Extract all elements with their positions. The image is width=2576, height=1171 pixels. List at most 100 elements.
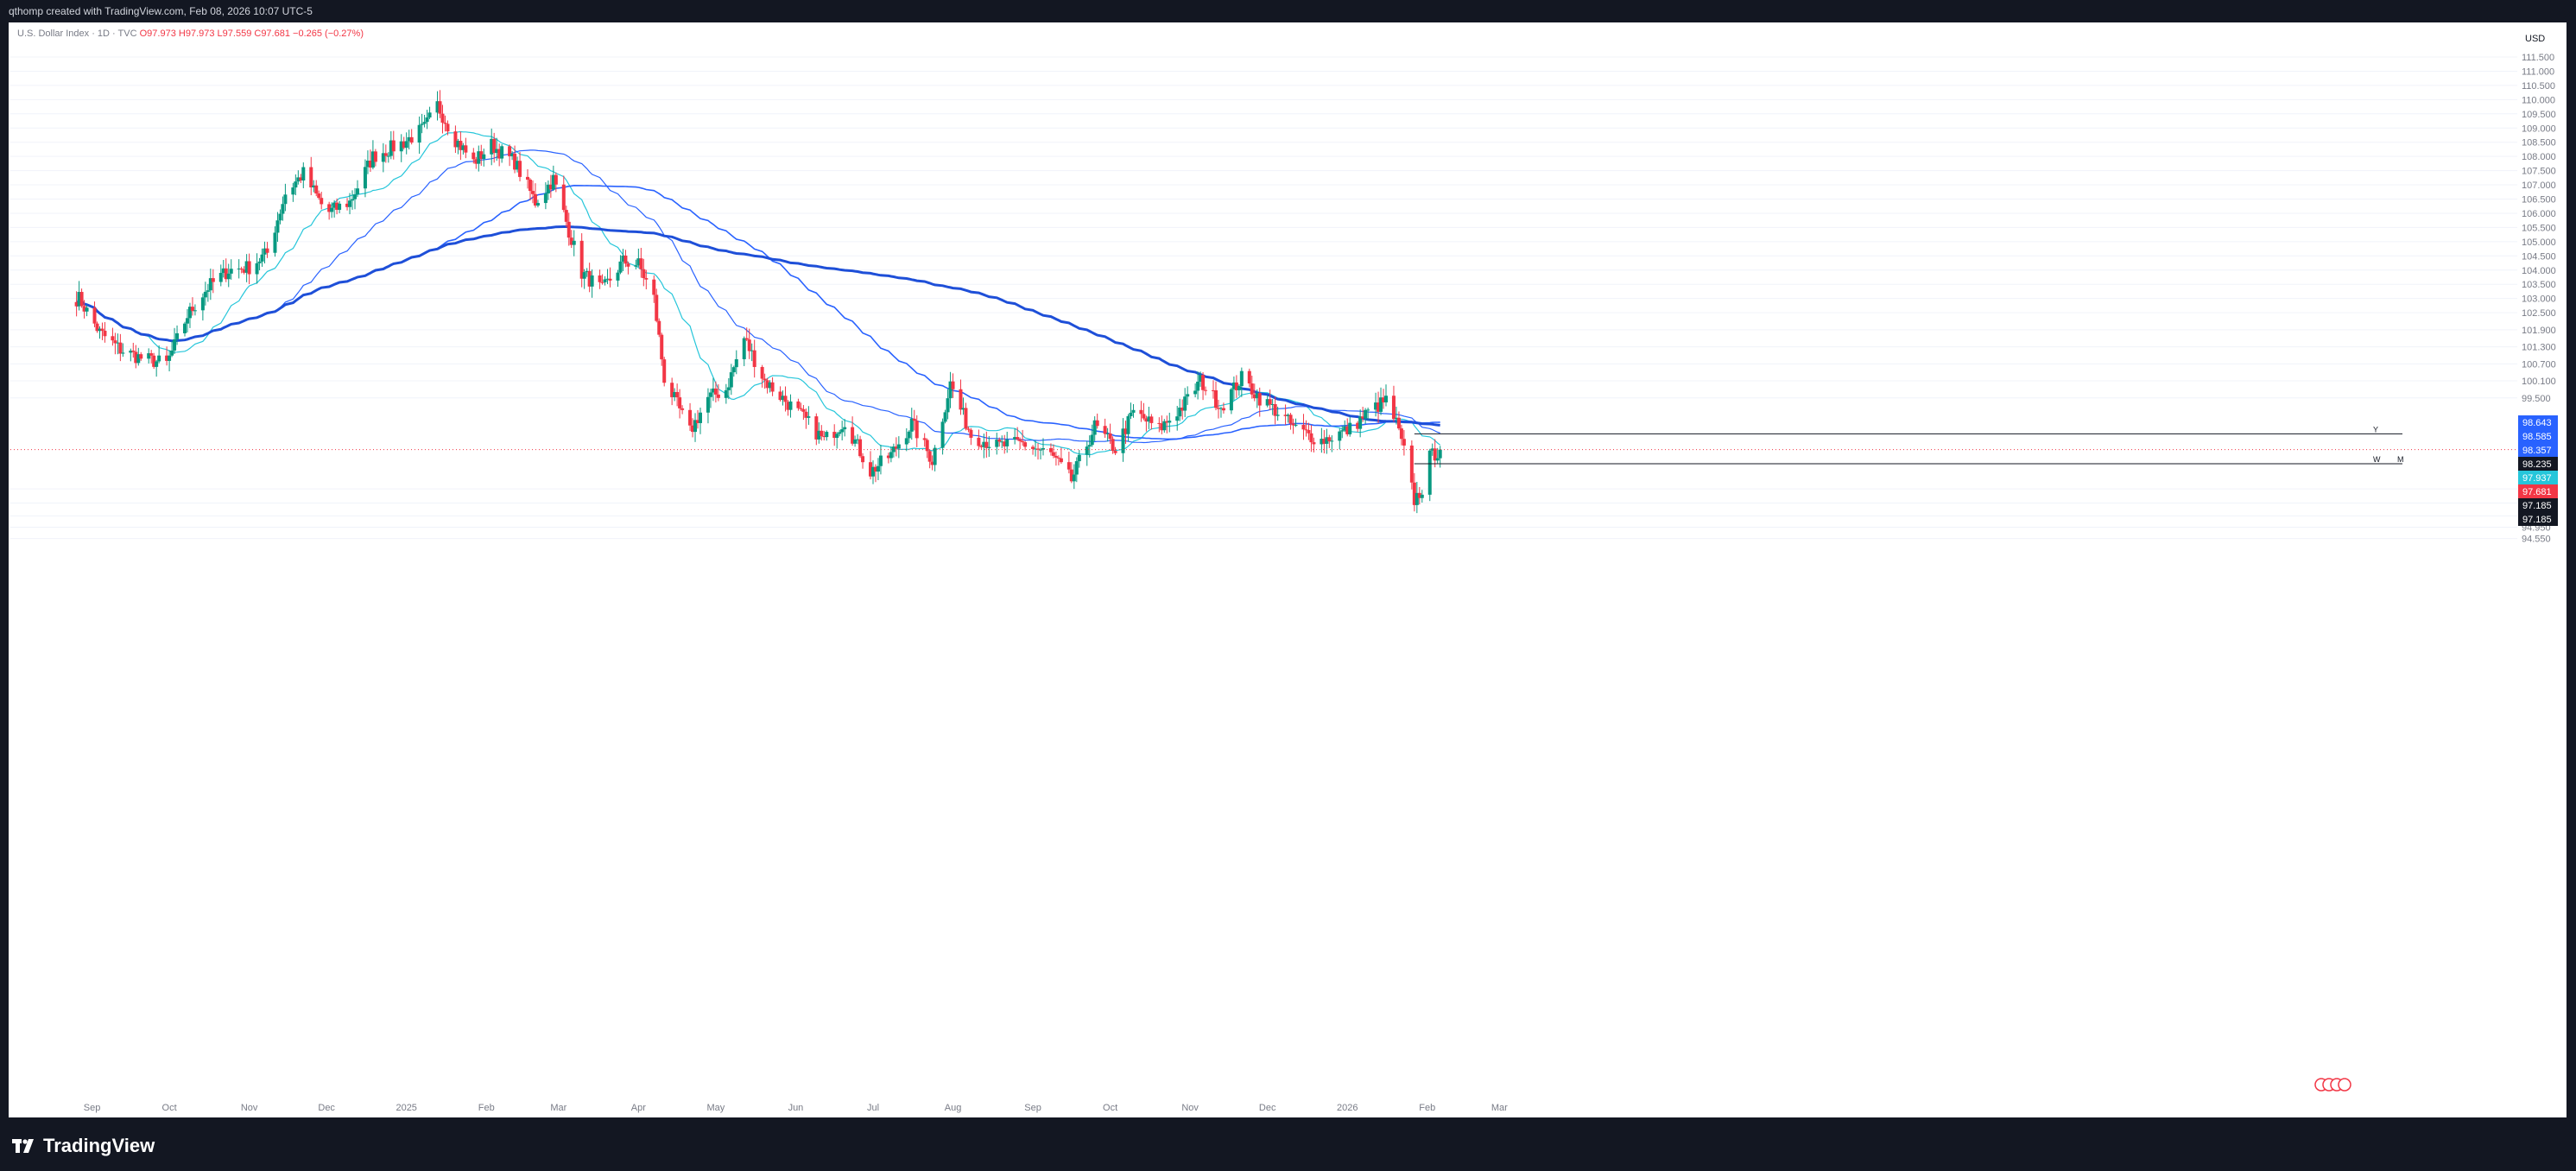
- candle-down: [1036, 443, 1041, 460]
- candle-up: [1121, 418, 1125, 462]
- candle-body: [1374, 402, 1378, 410]
- candle-body: [1325, 437, 1329, 444]
- moving-average-fast: [76, 130, 1441, 456]
- chart-panel[interactable]: [9, 22, 2567, 1117]
- price-axis-label: 109.500: [2522, 110, 2556, 120]
- candle-up: [260, 248, 264, 267]
- candle-body: [765, 380, 769, 389]
- candle-up: [1237, 384, 1241, 396]
- candle-body: [807, 416, 811, 418]
- candle-body: [1157, 422, 1161, 424]
- candle-up: [1005, 431, 1010, 453]
- price-axis-label: 110.500: [2522, 81, 2555, 92]
- candle-body: [312, 185, 316, 188]
- candle-up: [603, 275, 607, 286]
- candle-body: [103, 330, 107, 337]
- candle-down: [492, 132, 497, 163]
- candle-up: [257, 257, 262, 270]
- candle-body: [495, 149, 499, 154]
- candle-body: [951, 381, 955, 389]
- candle-body: [218, 273, 223, 282]
- candle-up: [621, 249, 625, 271]
- candle-body: [804, 411, 808, 418]
- candle-down: [1288, 413, 1293, 430]
- candle-down: [497, 143, 502, 167]
- candle-body: [636, 258, 641, 266]
- level-label: M: [2397, 455, 2404, 464]
- candle-body: [1270, 404, 1275, 406]
- candle-body: [1041, 447, 1045, 450]
- price-axis-label: 108.000: [2522, 152, 2556, 162]
- candle-up: [673, 388, 677, 402]
- candle-body: [1031, 446, 1035, 449]
- price-tag: 97.681: [2518, 484, 2558, 498]
- time-axis-label: Mar: [1491, 1103, 1508, 1113]
- candle-up: [296, 170, 301, 185]
- candle-body: [155, 361, 159, 367]
- candle-down: [368, 149, 372, 173]
- candle-body: [696, 420, 700, 423]
- candle-up: [330, 202, 334, 218]
- candle-up: [742, 336, 746, 366]
- candle-up: [987, 436, 991, 457]
- candle-body: [621, 255, 625, 262]
- moving-average-mid: [76, 149, 1440, 444]
- candle-body: [1356, 422, 1360, 429]
- candle-down: [997, 437, 1002, 447]
- candle-up: [995, 433, 999, 455]
- candle-body: [966, 428, 971, 430]
- candle-down: [464, 137, 468, 159]
- candle-down: [951, 373, 955, 398]
- candle-body: [742, 338, 746, 359]
- candle-up: [1077, 450, 1081, 468]
- candle-body: [1348, 422, 1352, 434]
- time-axis-label: Nov: [241, 1103, 258, 1113]
- candle-body: [1229, 389, 1233, 411]
- candle-up: [896, 436, 901, 459]
- price-tag-bg: [2518, 497, 2558, 512]
- candle-body: [946, 398, 950, 413]
- tradingview-logo[interactable]: TradingView: [12, 1135, 155, 1157]
- candle-down: [760, 364, 764, 388]
- candle-down: [152, 352, 156, 370]
- candle-down: [1273, 396, 1277, 425]
- candle-body: [1366, 409, 1370, 411]
- candle-up: [283, 183, 288, 212]
- candle-down: [1291, 418, 1295, 434]
- candle-body: [1327, 437, 1332, 442]
- candle-body: [984, 441, 989, 448]
- candle-down: [820, 425, 824, 441]
- candle-down: [95, 321, 99, 333]
- candle-up: [136, 347, 141, 366]
- price-tag-bg: [2518, 428, 2558, 443]
- candle-up: [461, 142, 465, 155]
- candle-up: [943, 409, 947, 424]
- candle-down: [548, 174, 553, 199]
- candle-up: [477, 145, 481, 172]
- candle-up: [1072, 464, 1076, 490]
- candle-up: [229, 259, 233, 280]
- candle-up: [1364, 408, 1368, 424]
- candle-body: [314, 185, 319, 194]
- candle-down: [744, 327, 749, 342]
- candle-up: [1013, 428, 1017, 445]
- candle-up: [495, 137, 499, 161]
- candle-up: [1041, 438, 1045, 456]
- candle-body: [820, 430, 824, 437]
- candle-down: [1201, 371, 1206, 401]
- price-tag-text: 97.185: [2522, 515, 2552, 525]
- candle-body: [1183, 396, 1187, 411]
- candle-body: [814, 416, 819, 440]
- price-tag-text: 98.235: [2522, 459, 2552, 470]
- candle-down: [964, 402, 968, 431]
- candle-down: [770, 377, 775, 396]
- candle-up: [157, 345, 161, 364]
- candle-body: [278, 213, 282, 221]
- candle-body: [427, 112, 432, 118]
- candle-up: [1330, 435, 1334, 453]
- candle-up: [1126, 414, 1130, 442]
- candle-up: [281, 196, 285, 221]
- candle-body: [516, 161, 520, 170]
- candle-body: [1087, 445, 1092, 447]
